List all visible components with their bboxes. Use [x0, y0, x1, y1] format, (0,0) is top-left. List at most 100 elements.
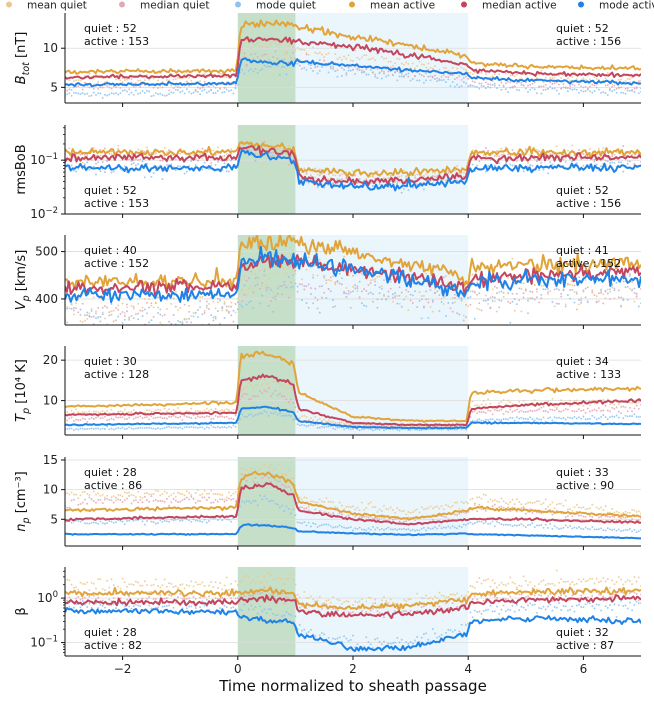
- data-point: [500, 592, 503, 595]
- data-point: [400, 174, 403, 177]
- data-point: [174, 416, 177, 419]
- data-point: [500, 581, 503, 584]
- data-point: [241, 389, 244, 392]
- data-point: [143, 150, 146, 153]
- data-point: [119, 597, 122, 600]
- data-point: [498, 155, 501, 158]
- data-point: [307, 509, 310, 512]
- data-point: [376, 275, 379, 278]
- data-point: [427, 62, 430, 65]
- data-point: [471, 400, 474, 403]
- data-point: [247, 594, 250, 597]
- count-annotation-left: active : 82: [84, 639, 142, 652]
- data-point: [115, 427, 117, 430]
- data-point: [223, 162, 226, 165]
- y-axis-label: rmsBoB: [14, 144, 29, 194]
- data-point: [112, 418, 115, 421]
- series-group: [65, 463, 641, 540]
- data-point: [92, 594, 95, 597]
- data-point: [462, 511, 465, 514]
- data-point: [407, 528, 410, 531]
- data-point: [535, 417, 538, 420]
- data-point: [515, 73, 518, 76]
- data-point: [254, 582, 257, 585]
- data-point: [535, 288, 538, 291]
- data-point: [498, 291, 501, 293]
- data-point: [150, 95, 153, 98]
- data-point: [445, 596, 447, 599]
- data-point: [316, 307, 319, 310]
- data-point: [210, 314, 213, 317]
- data-point: [476, 307, 479, 310]
- data-point: [97, 92, 100, 95]
- data-point: [378, 72, 381, 75]
- data-point: [394, 294, 397, 297]
- data-point: [205, 499, 208, 501]
- data-point: [340, 74, 343, 77]
- data-point: [212, 586, 215, 588]
- data-point: [611, 83, 614, 86]
- data-point: [549, 161, 552, 164]
- data-point: [438, 635, 441, 638]
- data-point: [287, 414, 290, 417]
- data-point: [407, 290, 410, 293]
- data-point: [115, 416, 117, 419]
- data-point: [134, 158, 137, 161]
- data-point: [640, 512, 641, 515]
- data-point: [411, 294, 414, 297]
- data-point: [285, 286, 288, 289]
- data-point: [456, 501, 459, 504]
- data-point: [259, 302, 261, 305]
- data-point: [219, 598, 222, 600]
- data-point: [400, 305, 403, 308]
- data-point: [157, 408, 159, 411]
- data-point: [469, 84, 472, 87]
- data-point: [349, 526, 352, 529]
- data-point: [427, 68, 430, 71]
- data-point: [613, 593, 616, 596]
- data-point: [101, 588, 104, 591]
- data-point: [542, 526, 545, 529]
- data-point: [232, 606, 235, 609]
- data-point: [79, 502, 82, 505]
- data-point: [591, 577, 594, 580]
- data-point: [81, 597, 84, 600]
- data-point: [609, 528, 611, 531]
- data-point: [613, 297, 616, 300]
- data-point: [192, 154, 195, 157]
- data-point: [332, 306, 335, 309]
- data-point: [631, 401, 634, 404]
- data-point: [172, 519, 175, 522]
- data-point: [157, 296, 159, 299]
- data-point: [183, 597, 186, 600]
- data-point: [88, 168, 91, 171]
- data-point: [194, 501, 197, 504]
- data-point: [617, 296, 620, 299]
- data-point: [290, 415, 292, 417]
- data-point: [425, 298, 428, 301]
- data-point: [181, 499, 184, 502]
- data-point: [502, 500, 505, 503]
- data-point: [383, 279, 385, 282]
- data-point: [338, 501, 341, 504]
- data-point: [314, 501, 317, 504]
- data-point: [418, 429, 421, 432]
- data-point: [152, 499, 155, 502]
- data-point: [628, 89, 631, 92]
- data-point: [504, 82, 507, 85]
- data-point: [467, 502, 470, 505]
- data-point: [332, 607, 335, 610]
- data-point: [232, 309, 235, 312]
- data-point: [83, 583, 86, 586]
- data-point: [484, 155, 487, 158]
- legend-label: mode active: [599, 0, 654, 12]
- data-point: [143, 523, 146, 526]
- data-point: [185, 80, 188, 83]
- data-point: [188, 410, 191, 413]
- data-point: [564, 305, 567, 308]
- data-point: [396, 79, 399, 82]
- data-point: [613, 528, 616, 531]
- data-point: [170, 84, 173, 87]
- data-point: [491, 83, 494, 86]
- data-point: [376, 610, 379, 612]
